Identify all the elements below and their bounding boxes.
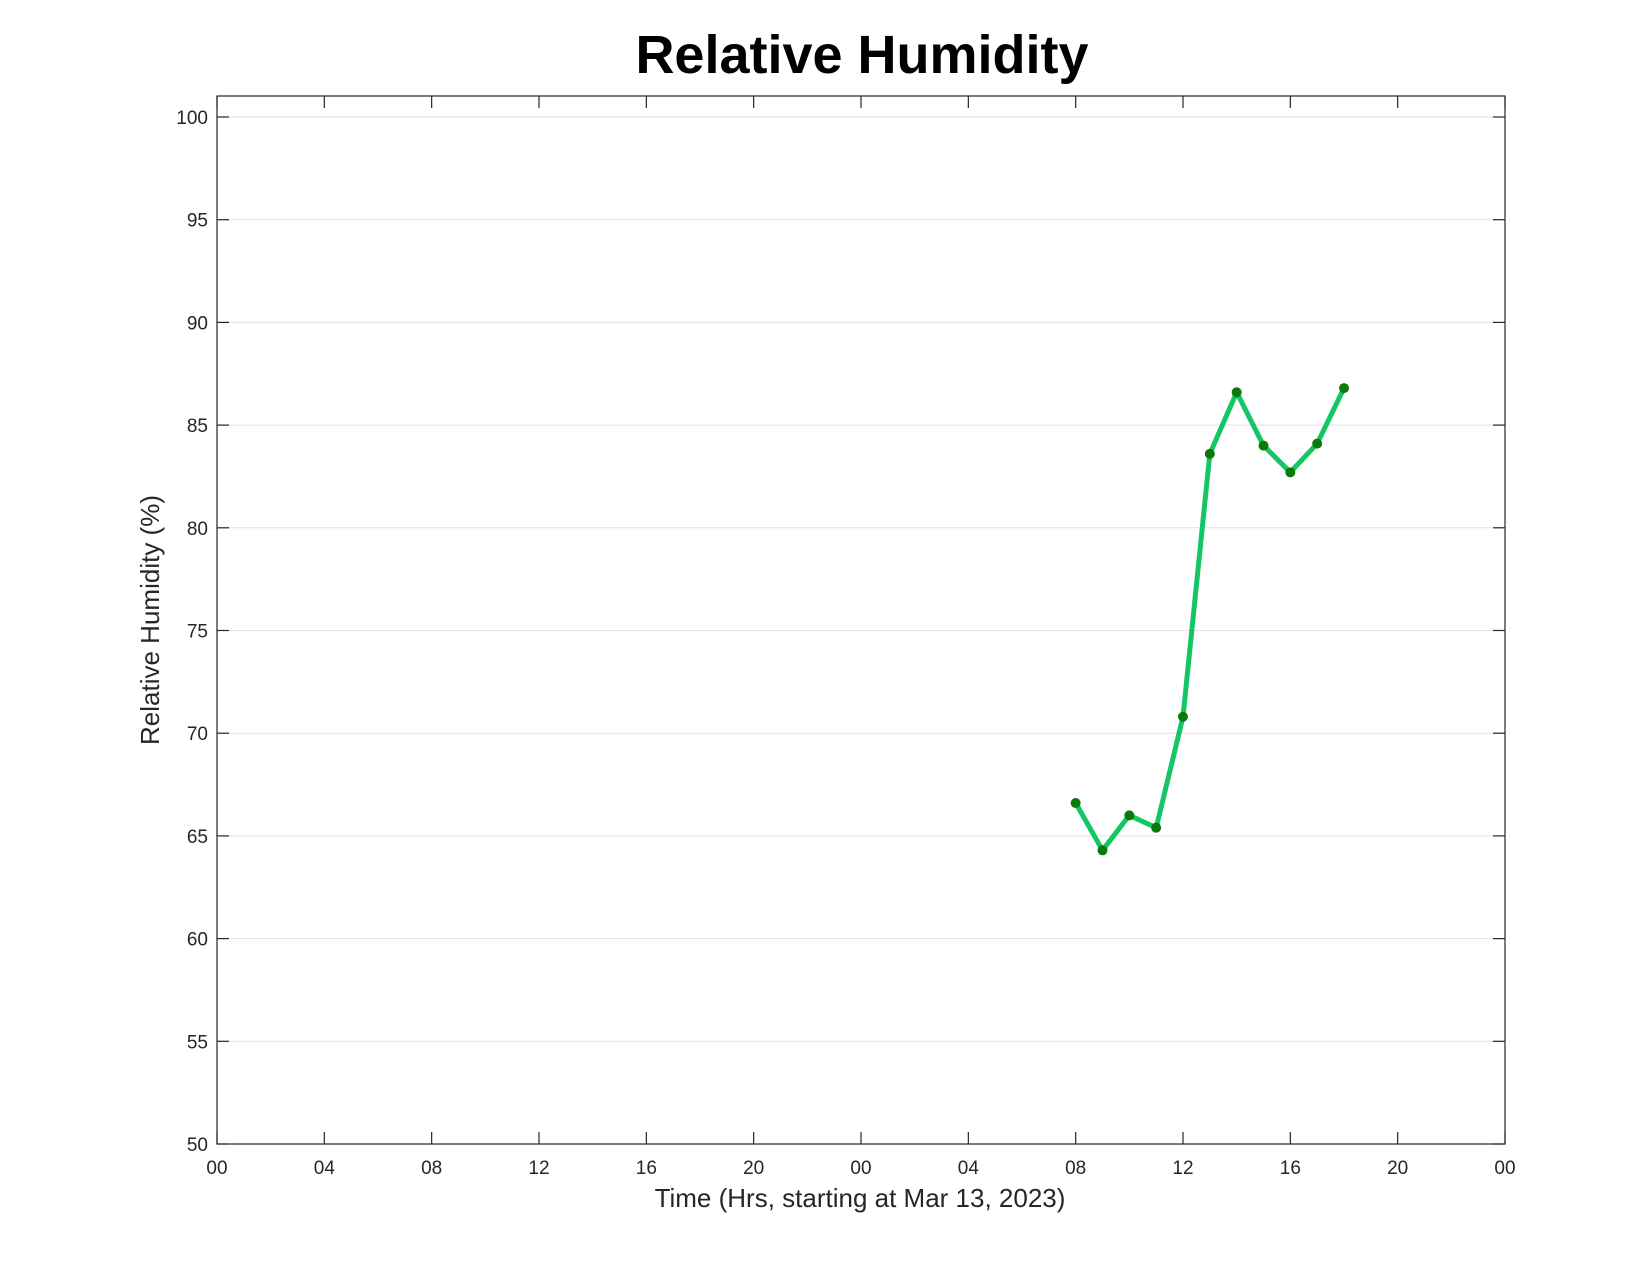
plot-area — [216, 95, 1506, 1145]
grid-lines — [217, 116, 1505, 1042]
x-tick-label: 00 — [850, 1158, 871, 1179]
data-series — [1070, 383, 1349, 856]
y-tick-label: 100 — [176, 108, 208, 129]
data-point-marker — [1339, 383, 1349, 394]
y-tick-label: 85 — [187, 416, 208, 437]
axis-ticks — [216, 96, 1506, 1145]
x-tick-label: 16 — [1280, 1158, 1301, 1179]
y-tick-label: 90 — [187, 313, 208, 334]
x-tick-label: 04 — [958, 1158, 980, 1179]
x-tick-label: 12 — [528, 1158, 549, 1179]
data-point-marker — [1097, 845, 1108, 856]
data-point-marker — [1285, 467, 1296, 478]
x-tick-label: 20 — [743, 1158, 764, 1179]
y-tick-label: 65 — [187, 827, 208, 848]
y-tick-label: 55 — [187, 1032, 208, 1053]
x-tick-label: 08 — [1065, 1158, 1086, 1179]
y-tick-label: 70 — [187, 724, 208, 745]
data-point-marker — [1124, 810, 1135, 821]
x-axis-tick-labels: 00 04 08 12 16 20 00 04 08 12 16 20 00 — [206, 1158, 1515, 1179]
x-tick-label: 12 — [1172, 1158, 1193, 1179]
data-point-marker — [1204, 448, 1215, 459]
y-tick-label: 50 — [187, 1135, 208, 1156]
y-tick-label: 75 — [187, 622, 208, 643]
x-tick-label: 20 — [1387, 1158, 1408, 1179]
x-tick-label: 00 — [1494, 1158, 1515, 1179]
x-tick-label: 08 — [421, 1158, 442, 1179]
data-point-marker — [1070, 798, 1081, 809]
y-tick-label: 80 — [187, 519, 208, 540]
x-tick-label: 16 — [636, 1158, 657, 1179]
x-tick-label: 00 — [206, 1158, 227, 1179]
data-point-marker — [1312, 438, 1323, 449]
y-axis-tick-labels: 50 55 60 65 70 75 80 85 90 95 100 — [176, 108, 208, 1156]
y-axis-label: Relative Humidity (%) — [135, 495, 165, 745]
x-tick-label: 04 — [314, 1158, 336, 1179]
data-point-marker — [1231, 387, 1242, 398]
x-axis-label: Time (Hrs, starting at Mar 13, 2023) — [655, 1183, 1066, 1213]
chart-title: Relative Humidity — [635, 25, 1088, 85]
y-tick-label: 60 — [187, 930, 208, 951]
data-point-marker — [1258, 440, 1269, 451]
y-tick-label: 95 — [187, 211, 208, 232]
data-point-marker — [1178, 711, 1188, 722]
data-point-marker — [1151, 822, 1162, 833]
